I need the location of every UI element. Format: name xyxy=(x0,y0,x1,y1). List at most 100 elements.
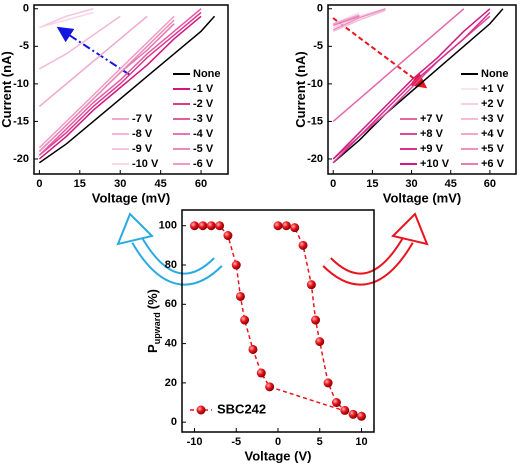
y-tick-label: 60 xyxy=(165,298,177,310)
data-point xyxy=(256,368,266,378)
trend-arrow xyxy=(332,17,428,89)
series-line xyxy=(38,15,202,160)
data-point xyxy=(315,337,325,347)
legend-label: +8 V xyxy=(420,128,444,140)
legend-label: +3 V xyxy=(481,113,505,125)
data-point xyxy=(240,315,250,325)
series-line xyxy=(38,15,148,107)
y-axis-label-unit: (%) xyxy=(145,289,160,309)
series-line xyxy=(332,8,386,31)
curved-arrow xyxy=(116,212,223,286)
data-point xyxy=(323,378,333,388)
chart: 0 15 30 45 60 -20 -15 -10 -5 0 Voltage (mV) Current… xyxy=(0,3,229,205)
data-point xyxy=(190,221,200,231)
x-tick-label: 0 xyxy=(36,178,42,190)
plot-frame xyxy=(181,209,375,433)
y-tick-label: -20 xyxy=(307,153,323,165)
y-tick-label: -10 xyxy=(13,78,29,90)
legend-label: -8 V xyxy=(132,128,153,140)
y-tick-label: -5 xyxy=(313,40,323,52)
y-axis-label-sub: upward xyxy=(152,312,162,344)
chart: 0 15 30 45 60 -20 -15 -10 -5 0 Voltage (mV) Current… xyxy=(293,3,517,205)
y-axis-label-main: Current (nA) xyxy=(293,51,308,128)
y-tick-label: -20 xyxy=(13,153,29,165)
series-line xyxy=(38,11,202,156)
x-tick-label: 5 xyxy=(317,436,323,448)
series-line xyxy=(332,15,491,160)
x-tick-label: 15 xyxy=(74,178,86,190)
legend-label: -5 V xyxy=(193,143,214,155)
y-tick-label: 20 xyxy=(165,377,177,389)
y-axis-label: Current (nA) xyxy=(0,51,14,128)
series-line xyxy=(39,15,121,70)
data-point xyxy=(223,231,233,241)
x-axis-label: Voltage (V) xyxy=(245,448,312,463)
plot-frame xyxy=(327,4,517,175)
series-line xyxy=(38,8,202,156)
series-line xyxy=(332,9,386,32)
series-line xyxy=(332,8,465,122)
x-tick-label: 0 xyxy=(275,436,281,448)
legend-marker xyxy=(196,405,206,415)
legend-label: -6 V xyxy=(193,158,214,170)
legend-label: +7 V xyxy=(420,113,444,125)
y-tick-label: -15 xyxy=(307,115,323,127)
series-line xyxy=(39,11,94,29)
series-line xyxy=(332,8,491,160)
data-point xyxy=(348,409,358,419)
x-tick-label: 60 xyxy=(484,178,496,190)
data-point xyxy=(215,221,225,231)
y-axis-label: Pupward (%) xyxy=(145,289,162,353)
legend-label: +10 V xyxy=(420,158,450,170)
x-tick-label: 30 xyxy=(114,178,126,190)
x-axis-label: Voltage (mV) xyxy=(383,190,462,205)
y-tick-label: 100 xyxy=(159,220,177,232)
x-tick-label: 45 xyxy=(445,178,457,190)
data-point xyxy=(198,221,208,231)
legend-label: SBC242 xyxy=(217,401,266,416)
legend-label: None xyxy=(481,68,509,80)
legend-label: +5 V xyxy=(481,143,505,155)
series-line xyxy=(38,19,175,153)
data-point xyxy=(273,221,283,231)
y-tick-label: 0 xyxy=(171,416,177,428)
x-tick-label: 10 xyxy=(355,436,367,448)
data-point xyxy=(248,344,258,354)
data-point xyxy=(290,223,300,233)
legend-label: -7 V xyxy=(132,113,153,125)
legend-label: -1 V xyxy=(193,83,214,95)
y-tick-label: -5 xyxy=(19,40,29,52)
x-tick-label: -10 xyxy=(187,436,203,448)
data-point xyxy=(231,260,241,270)
legend-label: +4 V xyxy=(481,128,505,140)
x-axis-label: Voltage (mV) xyxy=(92,190,171,205)
series-line xyxy=(332,15,360,26)
x-tick-label: 60 xyxy=(195,178,207,190)
y-tick-label: 0 xyxy=(317,3,323,15)
legend-label: -9 V xyxy=(132,143,153,155)
data-point xyxy=(306,280,316,290)
legend-label: -10 V xyxy=(132,158,159,170)
x-tick-label: 45 xyxy=(155,178,167,190)
legend-label: -3 V xyxy=(193,113,214,125)
legend-label: +6 V xyxy=(481,158,505,170)
y-axis-label-main: P xyxy=(145,344,160,353)
x-tick-label: 15 xyxy=(366,178,378,190)
x-tick-label: -5 xyxy=(231,436,241,448)
data-point xyxy=(340,405,350,415)
data-point xyxy=(265,382,275,392)
series-line xyxy=(332,8,504,164)
series-line xyxy=(39,8,94,29)
series-line xyxy=(38,15,216,164)
data-point xyxy=(206,221,216,231)
data-point xyxy=(356,411,366,421)
legend-label: -2 V xyxy=(193,98,214,110)
y-tick-label: 80 xyxy=(165,259,177,271)
curved-arrow xyxy=(322,212,429,286)
y-tick-label: 0 xyxy=(23,3,29,15)
data-point xyxy=(298,240,308,250)
data-point xyxy=(281,221,291,231)
series-line xyxy=(332,11,491,164)
